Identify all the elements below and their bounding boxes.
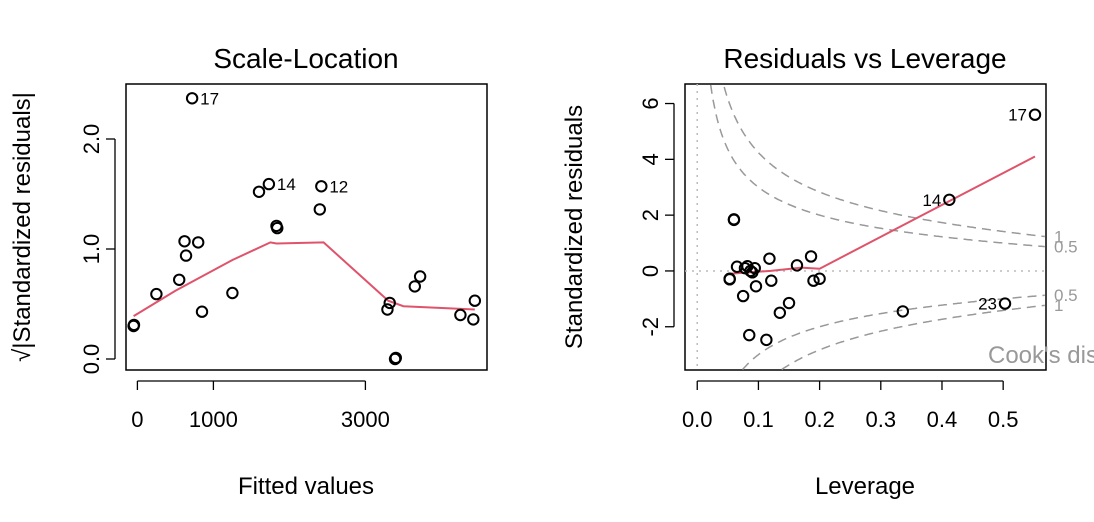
data-point [813, 272, 826, 285]
point-label: 12 [329, 177, 348, 196]
plot-box-right [684, 83, 1047, 371]
data-point [727, 213, 741, 227]
x-axis-label-right: Leverage [815, 473, 915, 500]
cooks-contour-label: 0.5 [1054, 286, 1078, 305]
data-point [804, 250, 818, 263]
x-tick-label: 0.1 [743, 407, 774, 432]
data-point [383, 296, 396, 310]
data-points-right: 14 23 17 [723, 106, 1042, 347]
data-point [381, 303, 394, 316]
data-point [896, 305, 910, 318]
y-axis-label-left: √|Standardized residuals| [9, 92, 36, 362]
data-point [782, 296, 796, 310]
cooks-distance-contour [741, 294, 1045, 371]
x-tick-label: 0.5 [988, 407, 1019, 432]
x-axis-ticks-right: 0.0 0.1 0.2 0.3 0.4 0.5 [682, 380, 1019, 432]
point-label: 14 [922, 191, 941, 210]
plot-box-left [125, 83, 488, 371]
x-tick-label: 0 [131, 407, 143, 432]
chart-title-residuals-leverage: Residuals vs Leverage [723, 43, 1006, 74]
data-point [226, 286, 239, 300]
y-axis-label-right: Standardized residuals [561, 105, 588, 349]
x-tick-label: 1000 [189, 407, 238, 432]
data-point [736, 289, 750, 303]
x-axis-ticks-left: 0 1000 3000 [131, 380, 390, 432]
data-point [807, 274, 820, 287]
y-tick-label: 2.0 [79, 124, 104, 155]
data-points-left: 14 12 17 [127, 89, 482, 366]
point-label: 14 [277, 175, 296, 194]
x-tick-label: 0.3 [865, 407, 896, 432]
data-point [150, 287, 163, 301]
cooks-contour-label: 0.5 [1054, 238, 1078, 257]
cooks-distance-contour [723, 86, 1045, 238]
data-point [763, 252, 776, 265]
data-point [943, 193, 956, 206]
cooks-contour-label: 1 [1054, 296, 1063, 315]
smooth-line [133, 241, 475, 317]
data-point [413, 270, 427, 283]
data-point [408, 280, 421, 293]
reference-lines-right [685, 84, 1046, 370]
data-point [468, 294, 482, 307]
data-point [748, 261, 761, 275]
x-tick-label: 0.4 [927, 407, 958, 432]
smooth-line-right [729, 155, 1036, 275]
cooks-distance-contour [781, 304, 1045, 371]
data-point [262, 177, 276, 191]
y-axis-ticks-right: -2 0 2 4 6 [638, 97, 675, 337]
cooks-distance-legend: Cook's distance [988, 342, 1094, 369]
y-tick-label: 0 [638, 265, 663, 277]
smooth-line-left [133, 241, 475, 317]
y-tick-label: 1.0 [79, 234, 104, 265]
cooks-distance-contour [709, 84, 1045, 248]
data-point [252, 185, 266, 199]
data-point [271, 221, 284, 235]
point-label: 17 [1008, 106, 1027, 125]
data-point [1028, 108, 1042, 121]
point-label: 17 [200, 89, 219, 108]
data-point [179, 249, 193, 262]
data-point [127, 318, 141, 332]
point-label: 23 [978, 295, 997, 314]
data-point [195, 305, 209, 318]
data-point [178, 235, 191, 248]
data-point [389, 351, 402, 365]
y-tick-label: 0.0 [79, 344, 104, 375]
x-tick-label: 3000 [341, 407, 390, 432]
cooks-distance-contours: 10.50.51 [709, 84, 1078, 371]
data-point [454, 308, 467, 322]
chart-title-scale-location: Scale-Location [213, 43, 398, 74]
scale-location-panel: Scale-Location Fitted values √|Standardi… [9, 43, 488, 500]
data-point [790, 259, 804, 272]
data-point [313, 203, 326, 216]
data-point [743, 328, 756, 342]
data-point [765, 274, 778, 287]
y-tick-label: -2 [638, 317, 663, 337]
x-tick-label: 0.0 [682, 407, 713, 432]
data-point [998, 297, 1012, 310]
data-point [723, 272, 736, 285]
data-point [749, 280, 763, 293]
data-point [185, 92, 199, 105]
cooks-contour-label: 1 [1054, 228, 1063, 247]
y-tick-label: 6 [638, 97, 663, 109]
smooth-line [729, 155, 1036, 275]
residuals-leverage-panel: Residuals vs Leverage Leverage Standardi… [561, 43, 1094, 500]
data-point [467, 313, 480, 326]
x-axis-label-left: Fitted values [238, 473, 374, 500]
data-point [192, 236, 205, 249]
data-point [173, 273, 186, 286]
data-point [760, 333, 773, 347]
data-point [315, 180, 328, 193]
y-tick-label: 4 [638, 153, 663, 165]
data-point [773, 306, 787, 319]
y-tick-label: 2 [638, 209, 663, 221]
y-axis-ticks-left: 0.0 1.0 2.0 [79, 124, 116, 375]
x-tick-label: 0.2 [804, 407, 835, 432]
